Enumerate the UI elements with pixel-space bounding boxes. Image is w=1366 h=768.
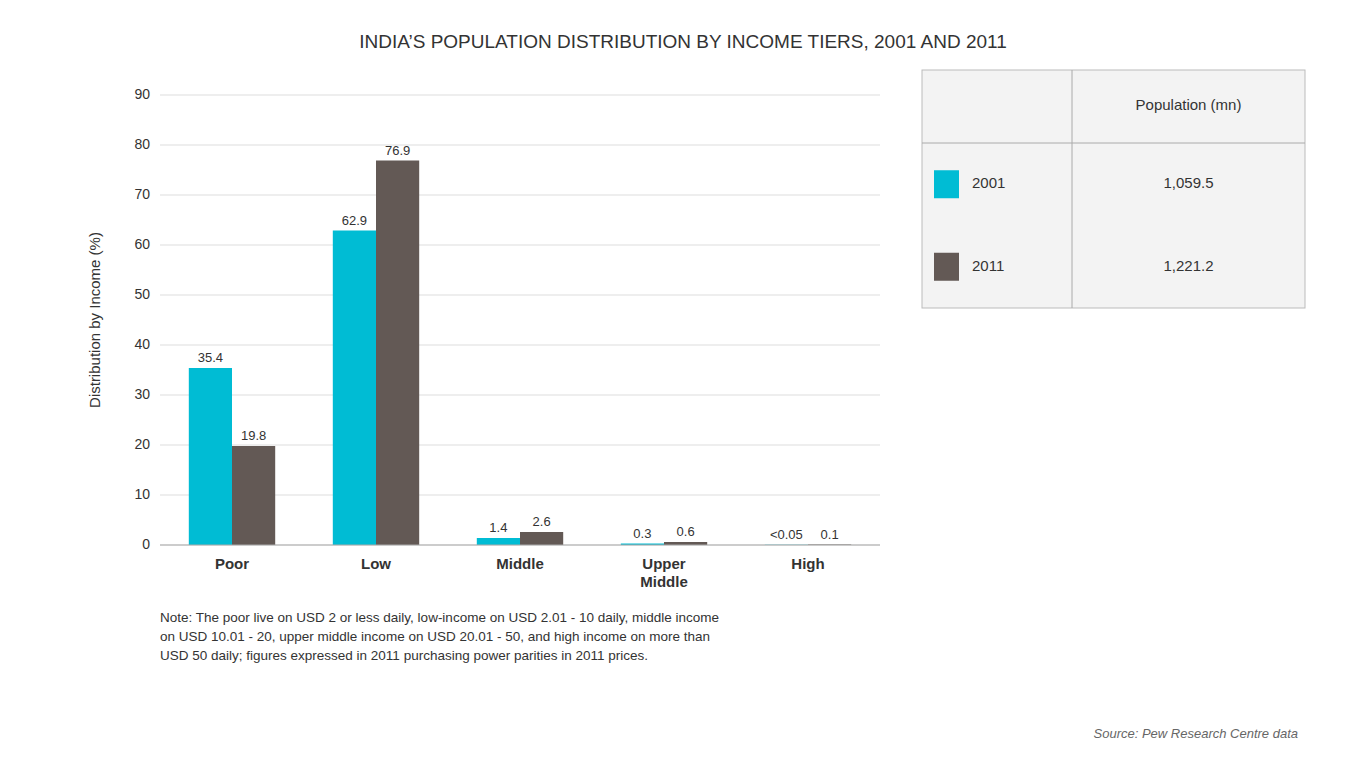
text-line: High bbox=[791, 555, 824, 572]
text-line: Low bbox=[361, 555, 391, 572]
data-label: 1.4 bbox=[489, 520, 507, 535]
category-label: UpperMiddle bbox=[640, 555, 688, 590]
category-label: Poor bbox=[215, 555, 249, 572]
tick-label: 50 bbox=[134, 286, 150, 302]
legend-entry: 2001 bbox=[972, 174, 1005, 191]
grid-line bbox=[160, 195, 880, 196]
category-label: Low bbox=[361, 555, 391, 572]
x-axis-line bbox=[160, 545, 880, 546]
text-line: Upper bbox=[642, 555, 686, 572]
tick-label: 0 bbox=[142, 536, 150, 552]
tick-label: 90 bbox=[134, 86, 150, 102]
grid-line bbox=[160, 95, 880, 96]
data-label: 0.6 bbox=[677, 524, 695, 539]
legend-entry: 2011 bbox=[972, 257, 1004, 274]
y-axis-label: Distribution by Income (%) bbox=[86, 232, 103, 408]
bars bbox=[189, 161, 851, 546]
tick-label: 40 bbox=[134, 336, 150, 352]
data-label: 76.9 bbox=[385, 143, 410, 158]
tick-label: 60 bbox=[134, 236, 150, 252]
grid-line bbox=[160, 145, 880, 146]
chart: INDIA’S POPULATION DISTRIBUTION BY INCOM… bbox=[0, 0, 1366, 768]
tick-label: 70 bbox=[134, 186, 150, 202]
bar bbox=[232, 446, 275, 545]
text-line: Note: The poor live on USD 2 or less dai… bbox=[160, 610, 719, 625]
legend-box bbox=[922, 70, 1305, 308]
category-label: High bbox=[791, 555, 824, 572]
tick-label: 30 bbox=[134, 386, 150, 402]
text-line: Middle bbox=[496, 555, 544, 572]
data-label: <0.05 bbox=[770, 527, 803, 542]
legend-header: Population (mn) bbox=[1136, 96, 1242, 113]
text-line: USD 50 daily; figures expressed in 2011 … bbox=[160, 648, 648, 663]
bar bbox=[477, 538, 520, 545]
grid-line bbox=[160, 345, 880, 346]
data-label: 0.1 bbox=[821, 527, 839, 542]
legend-divider bbox=[922, 143, 1305, 144]
data-labels: 35.4 62.9 1.4 0.3 <0.05 19.8 76.9 2.6 0.6 0.1 bbox=[198, 143, 839, 542]
data-label: 35.4 bbox=[198, 350, 223, 365]
legend-swatch bbox=[934, 253, 959, 281]
data-label: 19.8 bbox=[241, 428, 266, 443]
bar bbox=[376, 161, 419, 546]
legend-population: 1,221.2 bbox=[1163, 257, 1213, 274]
text-line: on USD 10.01 - 20, upper middle income o… bbox=[160, 629, 710, 644]
bar bbox=[333, 231, 376, 546]
grid-line bbox=[160, 395, 880, 396]
grid-line bbox=[160, 445, 880, 446]
source: Source: Pew Research Centre data bbox=[1094, 726, 1299, 741]
legend-divider bbox=[1072, 70, 1073, 308]
data-label: 2.6 bbox=[533, 514, 551, 529]
grid-line bbox=[160, 545, 880, 546]
grid bbox=[160, 95, 880, 545]
title: INDIA’S POPULATION DISTRIBUTION BY INCOM… bbox=[359, 31, 1007, 52]
note: Note: The poor live on USD 2 or less dai… bbox=[160, 610, 719, 663]
text-line: Middle bbox=[640, 573, 688, 590]
x-ticks: PoorLowMiddleUpperMiddleHigh bbox=[215, 555, 825, 590]
tick-label: 20 bbox=[134, 436, 150, 452]
legend-swatch bbox=[934, 170, 959, 198]
grid-line bbox=[160, 245, 880, 246]
bar bbox=[189, 368, 232, 545]
legend-population: 1,059.5 bbox=[1163, 174, 1213, 191]
data-label: 0.3 bbox=[633, 526, 651, 541]
grid-line bbox=[160, 295, 880, 296]
y-ticks: 0 10 20 30 40 50 60 70 80 90 bbox=[134, 86, 150, 552]
tick-label: 10 bbox=[134, 486, 150, 502]
category-label: Middle bbox=[496, 555, 544, 572]
legend: Population (mn) 2001 1,059.5 2011 1,221.2 bbox=[922, 70, 1305, 308]
text-line: Poor bbox=[215, 555, 249, 572]
tick-label: 80 bbox=[134, 136, 150, 152]
bar bbox=[520, 532, 563, 545]
data-label: 62.9 bbox=[342, 213, 367, 228]
